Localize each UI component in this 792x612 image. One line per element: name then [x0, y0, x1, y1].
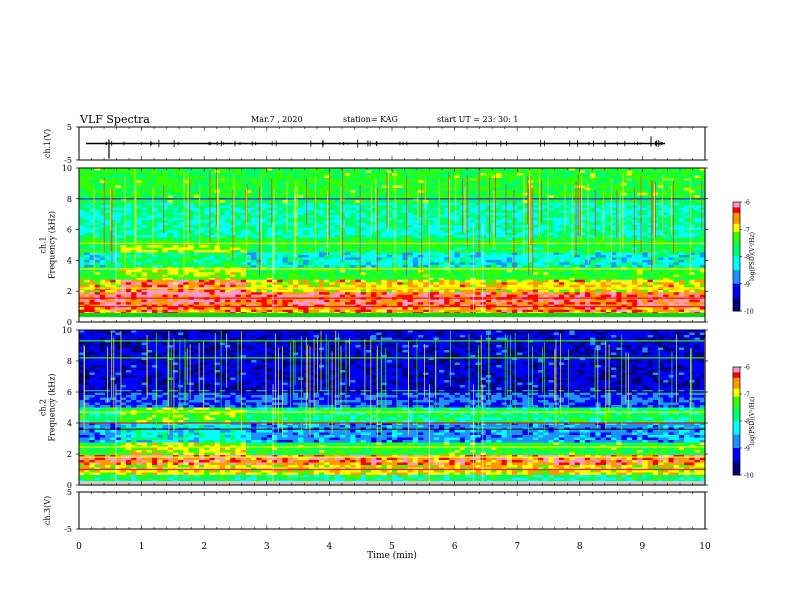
- ch1-waveform-ytick: -5: [64, 156, 72, 165]
- x-tick-label: 5: [389, 542, 395, 552]
- ch2-spectrogram-ylabel: Frequency (kHz): [48, 373, 57, 441]
- ch1-spectrogram-ylabel: ch.1: [39, 236, 48, 253]
- start-time-label: start UT = 23: 30: 1: [437, 115, 519, 124]
- colorbar-2-label: log(PSD)(V²/Hz): [749, 397, 756, 446]
- colorbar-1-tick: -7: [744, 227, 750, 234]
- ch3-waveform-frame: [78, 491, 706, 530]
- colorbar-2: [732, 366, 742, 476]
- station-label: station= KAG: [343, 115, 398, 124]
- x-tick-label: 8: [577, 542, 583, 552]
- x-axis-label: Time (min): [367, 550, 417, 561]
- x-tick-label: 4: [327, 542, 333, 552]
- x-tick-label: 10: [699, 542, 711, 552]
- colorbar-1: [732, 201, 742, 312]
- ch1-spectrogram-ytick: 0: [67, 318, 72, 327]
- colorbar-1-label: log(PSD)(V²/Hz): [749, 232, 756, 281]
- ch1-spectrogram-ytick: 6: [67, 226, 72, 235]
- ch2-spectrogram-ytick: 2: [67, 450, 72, 459]
- ch1-spectrogram-ytick: 8: [67, 195, 72, 204]
- x-tick-label: 6: [452, 542, 458, 552]
- date-label: Mar.7 , 2020: [251, 115, 303, 124]
- ch1-spectrogram-ytick: 4: [67, 256, 72, 265]
- ch1-waveform-ytick: 5: [67, 123, 72, 132]
- ch2-spectrogram-ytick: 0: [67, 481, 72, 490]
- x-tick-label: 9: [640, 542, 646, 552]
- ch2-spectrogram-ylabel: ch.2: [39, 399, 48, 416]
- colorbar-1-tick: -8: [744, 254, 750, 261]
- x-tick-label: 2: [201, 542, 207, 552]
- ch3-waveform-ylabel: ch.3(V): [43, 496, 52, 525]
- ch3-waveform-ytick: -5: [64, 525, 72, 534]
- colorbar-2-tick: -9: [744, 446, 750, 453]
- spectrogram-2-image: [79, 330, 706, 486]
- ch2-spectrogram-ytick: 6: [67, 388, 72, 397]
- ch1-waveform-trace: [86, 136, 665, 159]
- ch1-spectrogram-ylabel: Frequency (kHz): [48, 211, 57, 279]
- colorbar-2-tick: -7: [744, 392, 750, 399]
- spectrogram-1-image: [79, 168, 706, 323]
- figure-title: VLF Spectra: [80, 113, 150, 126]
- colorbar-2-tick: -10: [744, 473, 754, 480]
- x-tick-label: 1: [139, 542, 145, 552]
- colorbar-1-tick: -9: [744, 281, 750, 288]
- x-tick-label: 3: [264, 542, 270, 552]
- ch3-waveform-ytick: 5: [67, 488, 72, 497]
- colorbar-1-tick: -6: [744, 200, 750, 207]
- colorbar-1-tick: -10: [744, 309, 754, 316]
- ch2-spectrogram-ytick: 4: [67, 419, 72, 428]
- ch1-spectrogram-ytick: 10: [62, 164, 72, 173]
- ch2-spectrogram-ytick: 8: [67, 357, 72, 366]
- colorbar-2-tick: -6: [744, 365, 750, 372]
- ch2-spectrogram-ytick: 10: [62, 326, 72, 335]
- ch1-waveform-ylabel: ch.1(V): [43, 129, 52, 158]
- x-tick-label: 0: [76, 542, 82, 552]
- ch1-spectrogram-ytick: 2: [67, 287, 72, 296]
- x-tick-label: 7: [514, 542, 520, 552]
- colorbar-2-tick: -8: [744, 419, 750, 426]
